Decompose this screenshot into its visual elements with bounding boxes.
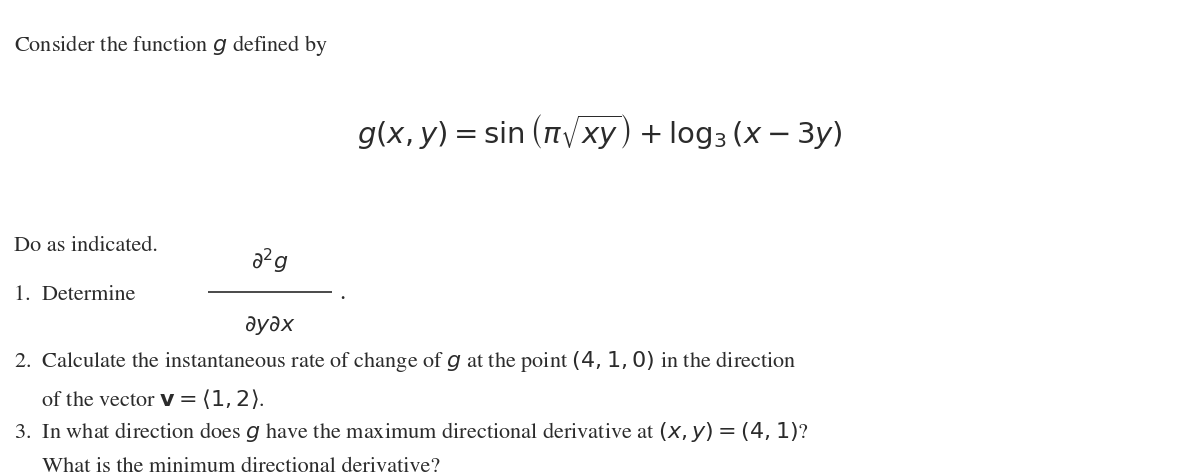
Text: 3.  In what direction does $g$ have the maximum directional derivative at $(x, y: 3. In what direction does $g$ have the m…	[14, 420, 810, 444]
Text: $\partial y\partial x$: $\partial y\partial x$	[245, 314, 295, 337]
Text: Consider the function $g$ defined by: Consider the function $g$ defined by	[14, 33, 329, 58]
Text: $\partial^2 g$: $\partial^2 g$	[251, 246, 289, 276]
Text: 2.  Calculate the instantaneous rate of change of $g$ at the point $(4, 1, 0)$ i: 2. Calculate the instantaneous rate of c…	[14, 349, 797, 373]
Text: $g(x, y) = \sin\left(\pi\sqrt{xy}\right) + \log_3\left(x - 3y\right)$: $g(x, y) = \sin\left(\pi\sqrt{xy}\right)…	[358, 113, 842, 152]
Text: 1.  Determine: 1. Determine	[14, 285, 136, 305]
Text: .: .	[340, 281, 346, 304]
Text: What is the minimum directional derivative?: What is the minimum directional derivati…	[14, 457, 440, 472]
Text: Do as indicated.: Do as indicated.	[14, 236, 158, 256]
Text: of the vector $\mathbf{v} = \langle 1, 2\rangle$.: of the vector $\mathbf{v} = \langle 1, 2…	[14, 387, 265, 411]
